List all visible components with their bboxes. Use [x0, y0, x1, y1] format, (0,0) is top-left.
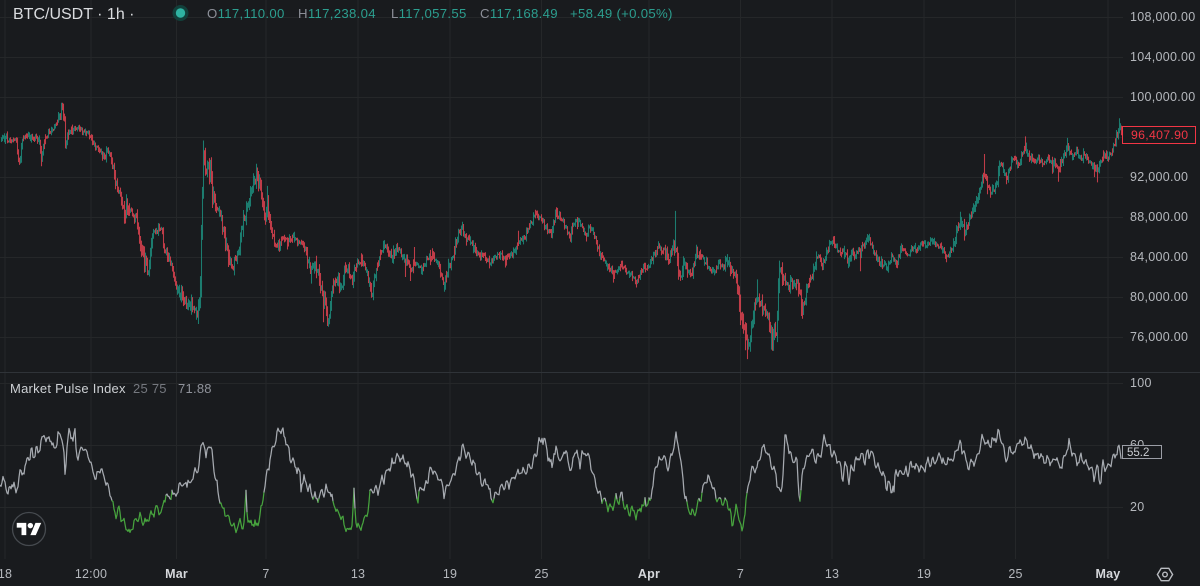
svg-text:76,000.00: 76,000.00 [1130, 330, 1188, 344]
svg-text:18: 18 [0, 567, 12, 581]
svg-text:55.2: 55.2 [1127, 447, 1149, 459]
svg-text:108,000.00: 108,000.00 [1130, 10, 1196, 24]
svg-text:May: May [1096, 567, 1121, 581]
svg-text:100,000.00: 100,000.00 [1130, 90, 1196, 104]
svg-text:Apr: Apr [638, 567, 660, 581]
svg-text:7: 7 [737, 567, 744, 581]
svg-text:80,000.00: 80,000.00 [1130, 290, 1188, 304]
svg-text:19: 19 [917, 567, 931, 581]
svg-text:92,000.00: 92,000.00 [1130, 170, 1188, 184]
svg-text:104,000.00: 104,000.00 [1130, 50, 1196, 64]
svg-text:100: 100 [1130, 376, 1152, 390]
svg-text:Mar: Mar [165, 567, 188, 581]
svg-text:25: 25 [534, 567, 548, 581]
svg-text:84,000.00: 84,000.00 [1130, 250, 1188, 264]
svg-text:13: 13 [825, 567, 839, 581]
svg-text:96,407.90: 96,407.90 [1131, 128, 1188, 142]
svg-text:88,000.00: 88,000.00 [1130, 210, 1188, 224]
svg-text:25: 25 [1008, 567, 1022, 581]
svg-text:7: 7 [262, 567, 269, 581]
svg-text:13: 13 [351, 567, 365, 581]
svg-text:BTC/USDT · 1h ·: BTC/USDT · 1h · [13, 6, 135, 23]
svg-text:12:00: 12:00 [75, 567, 107, 581]
svg-text:19: 19 [443, 567, 457, 581]
svg-text:20: 20 [1130, 500, 1145, 514]
